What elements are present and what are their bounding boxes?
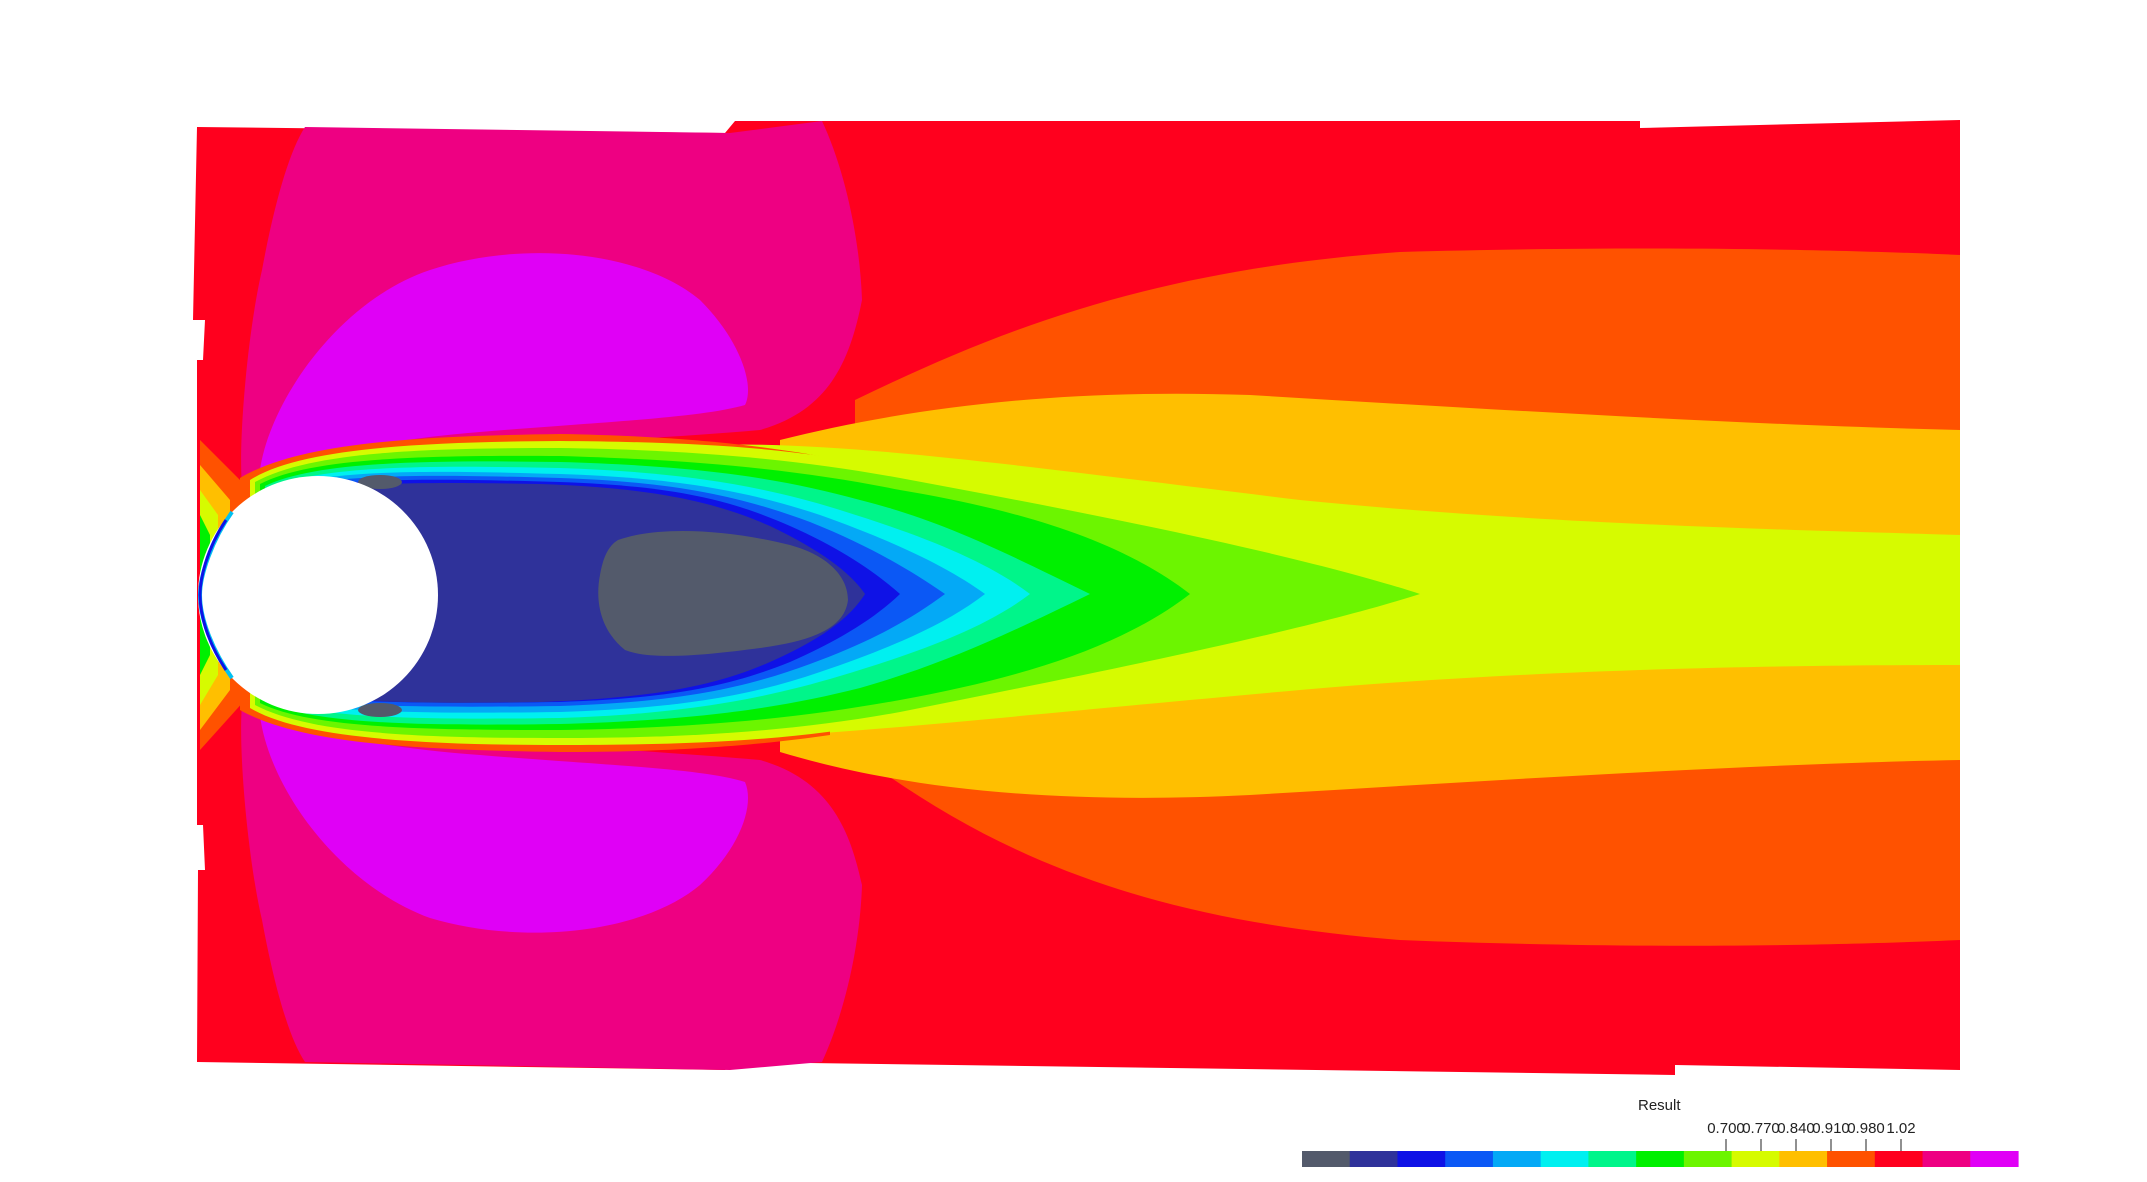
legend-color-band — [1970, 1151, 2019, 1167]
legend-tick-label: 0.840 — [1777, 1120, 1815, 1137]
legend-color-band — [1922, 1151, 1971, 1167]
legend-title: Result — [1638, 1097, 1681, 1114]
legend-tick-marks — [1725, 1139, 1902, 1151]
legend-tick-label: 1.02 — [1886, 1120, 1915, 1137]
legend-color-band — [1540, 1151, 1589, 1167]
legend-color-band — [1492, 1151, 1542, 1167]
legend-color-band — [1397, 1151, 1446, 1167]
legend-color-band — [1683, 1151, 1733, 1167]
legend-tick-label: 0.980 — [1847, 1120, 1885, 1137]
legend-color-band — [1874, 1151, 1924, 1167]
legend-color-band — [1779, 1151, 1828, 1167]
vortex-core-upper — [358, 475, 402, 489]
flow-field — [193, 120, 1960, 1075]
contour-band-magenta-upper — [260, 253, 748, 470]
legend-color-band — [1636, 1151, 1685, 1167]
legend-color-band — [1302, 1151, 1351, 1167]
cylinder-boundary-layer-inner — [198, 519, 228, 671]
legend-color-band — [1445, 1151, 1494, 1167]
legend-tick-label: 0.700 — [1707, 1120, 1745, 1137]
legend-color-band — [1731, 1151, 1780, 1167]
legend-color-band — [1588, 1151, 1637, 1167]
legend-tick-label: 0.910 — [1812, 1120, 1850, 1137]
vortex-core-lower — [358, 703, 402, 717]
legend-color-bar — [1302, 1151, 2019, 1167]
legend-color-band — [1349, 1151, 1399, 1167]
legend-tick-label: 0.770 — [1742, 1120, 1780, 1137]
wake-core — [598, 530, 848, 656]
contour-band-magenta-lower — [260, 716, 748, 933]
legend-color-band — [1827, 1151, 1876, 1167]
cylinder-obstacle — [198, 476, 438, 714]
